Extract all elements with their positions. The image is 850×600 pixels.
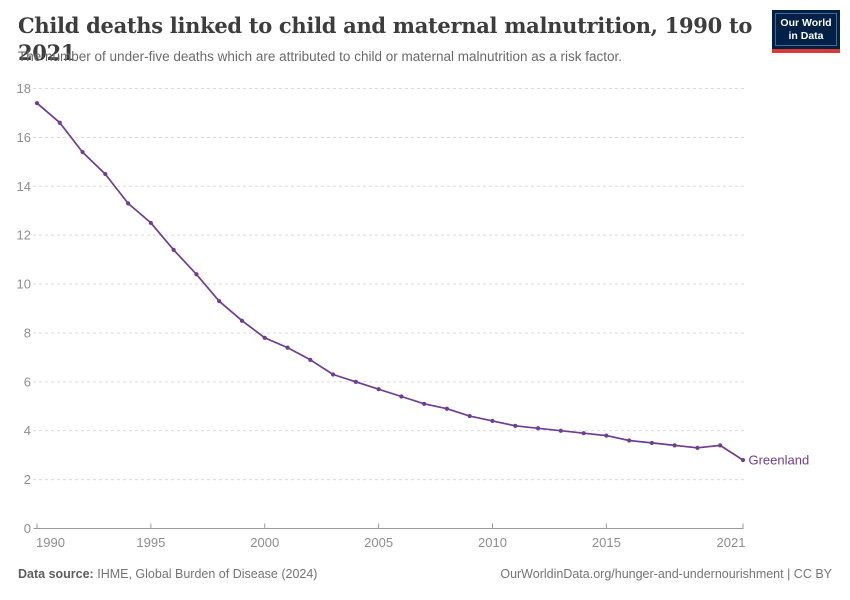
x-tick-label: 2005 [364, 535, 393, 550]
y-tick-label: 2 [24, 472, 31, 487]
y-tick-label: 8 [24, 325, 31, 340]
data-point[interactable] [376, 387, 381, 392]
y-tick-label: 14 [17, 179, 31, 194]
data-point[interactable] [103, 171, 108, 177]
chart-footer: Data source: IHME, Global Burden of Dise… [18, 566, 832, 582]
data-point[interactable] [353, 379, 358, 384]
page-title: Child deaths linked to child and materna… [18, 13, 753, 66]
data-point[interactable] [535, 426, 541, 431]
data-point[interactable] [672, 443, 677, 448]
data-point[interactable] [422, 401, 427, 406]
owid-logo[interactable]: Our World in Data [772, 10, 840, 53]
data-point[interactable] [285, 345, 290, 350]
owid-logo-text: Our World in Data [775, 13, 837, 46]
attribution-link[interactable]: OurWorldinData.org/hunger-and-undernouri… [500, 567, 832, 581]
data-point[interactable] [718, 443, 723, 448]
y-tick-label: 10 [17, 277, 31, 292]
data-point[interactable] [558, 428, 563, 433]
series-end-label: Greenland [748, 453, 809, 468]
x-tick-label: 1995 [136, 535, 165, 550]
data-point[interactable] [80, 149, 85, 155]
x-tick-label: 1990 [36, 535, 65, 550]
data-point[interactable] [217, 299, 222, 304]
data-point[interactable] [490, 418, 495, 424]
x-tick-label: 2015 [592, 535, 621, 550]
y-tick-label: 18 [17, 81, 31, 96]
data-point[interactable] [34, 101, 40, 106]
y-tick-label: 16 [17, 130, 31, 145]
data-line-greenland[interactable] [36, 102, 744, 461]
x-tick-label: 2021 [717, 535, 746, 550]
data-point[interactable] [627, 438, 632, 443]
data-point[interactable] [581, 431, 586, 436]
data-source-note: Data source: IHME, Global Burden of Dise… [18, 566, 317, 582]
data-point[interactable] [262, 335, 267, 340]
chart-subtitle: The number of under-five deaths which ar… [18, 49, 623, 64]
data-point[interactable] [308, 357, 313, 362]
data-point[interactable] [330, 372, 336, 377]
chart-svg: 0 2 4 6 8 10 12 14 16 18 1990 1995 2000 2005 2010 2015 2… [17, 81, 810, 550]
data-point[interactable] [125, 201, 131, 206]
x-tick-label: 2000 [250, 535, 279, 550]
owid-logo-line2: in Data [788, 29, 824, 42]
data-point[interactable] [444, 406, 450, 411]
y-tick-label: 4 [24, 423, 31, 438]
data-point[interactable] [171, 247, 176, 252]
data-source-label: Data source: [18, 567, 94, 581]
data-point[interactable] [604, 433, 609, 438]
data-point[interactable] [695, 445, 700, 450]
owid-logo-red-bar [772, 49, 840, 53]
data-source-value: IHME, Global Burden of Disease (2024) [97, 567, 318, 581]
y-tick-label: 6 [24, 374, 31, 389]
chart-area: 0 2 4 6 8 10 12 14 16 18 1990 1995 2000 2005 2010 2015 2… [0, 80, 850, 560]
data-point[interactable] [57, 120, 62, 125]
owid-logo-line1: Our World [780, 17, 832, 30]
y-tick-label: 12 [17, 228, 31, 243]
data-point[interactable] [148, 220, 153, 226]
data-point[interactable] [239, 318, 245, 323]
data-point[interactable] [467, 413, 472, 419]
data-point[interactable] [649, 440, 654, 446]
data-point[interactable] [740, 457, 746, 463]
data-point[interactable] [194, 272, 199, 277]
data-point[interactable] [513, 423, 518, 428]
x-tick-label: 2010 [478, 535, 507, 550]
data-point[interactable] [399, 394, 404, 399]
y-tick-label: 0 [24, 521, 31, 536]
